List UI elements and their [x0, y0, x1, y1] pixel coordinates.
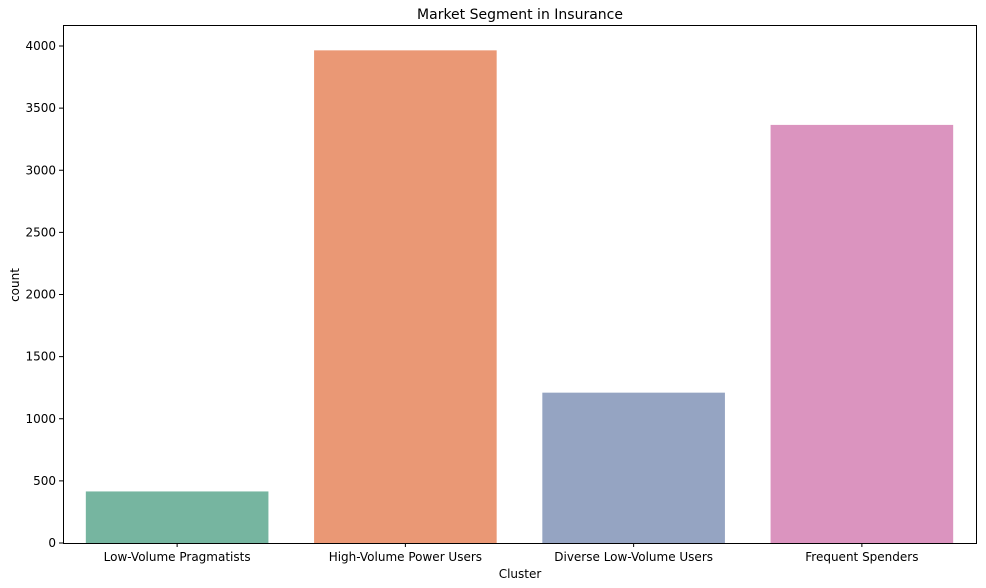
x-axis-label: Cluster [499, 567, 542, 581]
bars-group [85, 50, 954, 544]
chart-title: Market Segment in Insurance [417, 7, 623, 23]
x-tick-label: Diverse Low-Volume Users [554, 550, 713, 564]
x-tick-label: Low-Volume Pragmatists [104, 550, 251, 564]
plot-frame [63, 25, 977, 544]
x-axis: Low-Volume Pragmatists High-Volume Power … [104, 543, 918, 564]
y-axis-label: count [8, 268, 22, 302]
y-tick-label: 1500 [25, 350, 56, 364]
bar-frequent-spenders [770, 124, 954, 544]
y-tick-label: 2500 [25, 225, 56, 239]
y-tick-label: 4000 [25, 39, 56, 53]
x-tick-label: High-Volume Power Users [329, 550, 482, 564]
y-axis: 0 500 1000 1500 2000 2500 3000 3500 4000 [25, 39, 63, 550]
y-tick-label: 2000 [25, 288, 56, 302]
y-tick-label: 3500 [25, 101, 56, 115]
y-tick-label: 0 [48, 536, 56, 550]
y-tick-label: 3000 [25, 163, 56, 177]
bar-high-volume-power-users [314, 50, 497, 543]
bar-diverse-low-volume-users [542, 392, 725, 543]
bar-low-volume-pragmatists [85, 491, 269, 543]
x-tick-label: Frequent Spenders [805, 550, 918, 564]
y-tick-label: 1000 [25, 412, 56, 426]
y-tick-label: 500 [33, 474, 56, 488]
